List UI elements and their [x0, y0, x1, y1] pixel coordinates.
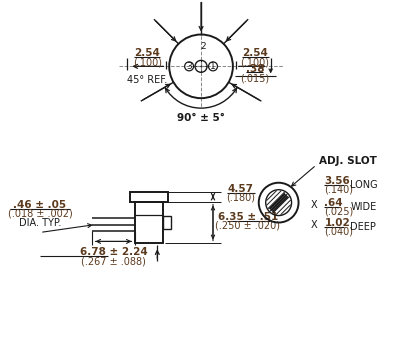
- Text: 45° REF.: 45° REF.: [127, 75, 168, 85]
- Text: 2.54: 2.54: [134, 48, 160, 58]
- Text: LONG: LONG: [350, 180, 378, 190]
- Text: DEEP: DEEP: [350, 222, 376, 231]
- Text: (.250 ± .020): (.250 ± .020): [215, 220, 280, 231]
- Text: .64: .64: [324, 198, 343, 208]
- Text: X: X: [311, 219, 318, 230]
- Text: ADJ. SLOT: ADJ. SLOT: [319, 156, 377, 166]
- Bar: [163, 216, 171, 230]
- Text: (.018 ± .002): (.018 ± .002): [8, 209, 72, 218]
- Text: 2.54: 2.54: [242, 48, 268, 58]
- Text: (.267 ± .088): (.267 ± .088): [81, 256, 146, 266]
- Text: (.025): (.025): [324, 206, 354, 217]
- Text: (.180): (.180): [226, 193, 255, 203]
- Text: 90° ± 5°: 90° ± 5°: [177, 113, 225, 123]
- Text: 6.35 ± .51: 6.35 ± .51: [218, 211, 278, 222]
- Text: 4.57: 4.57: [228, 184, 254, 194]
- Text: (.140): (.140): [324, 185, 354, 195]
- Text: (.100): (.100): [133, 57, 162, 67]
- Text: (.100): (.100): [240, 57, 269, 67]
- Text: WIDE: WIDE: [350, 202, 376, 212]
- Text: 2: 2: [200, 42, 206, 51]
- Text: 1: 1: [210, 62, 216, 71]
- Bar: [130, 192, 168, 202]
- Text: .38: .38: [246, 64, 264, 74]
- Text: 1.02: 1.02: [324, 217, 350, 228]
- Text: 3: 3: [186, 62, 192, 71]
- Text: .46 ± .05: .46 ± .05: [13, 199, 66, 210]
- Text: 3.56: 3.56: [324, 176, 350, 186]
- Text: X: X: [311, 199, 318, 210]
- Text: DIA. TYP.: DIA. TYP.: [19, 217, 61, 228]
- Text: (.015): (.015): [240, 73, 269, 83]
- Text: 6.78 ± 2.24: 6.78 ± 2.24: [80, 247, 147, 257]
- Bar: [136, 202, 163, 243]
- Text: (.040): (.040): [324, 226, 354, 237]
